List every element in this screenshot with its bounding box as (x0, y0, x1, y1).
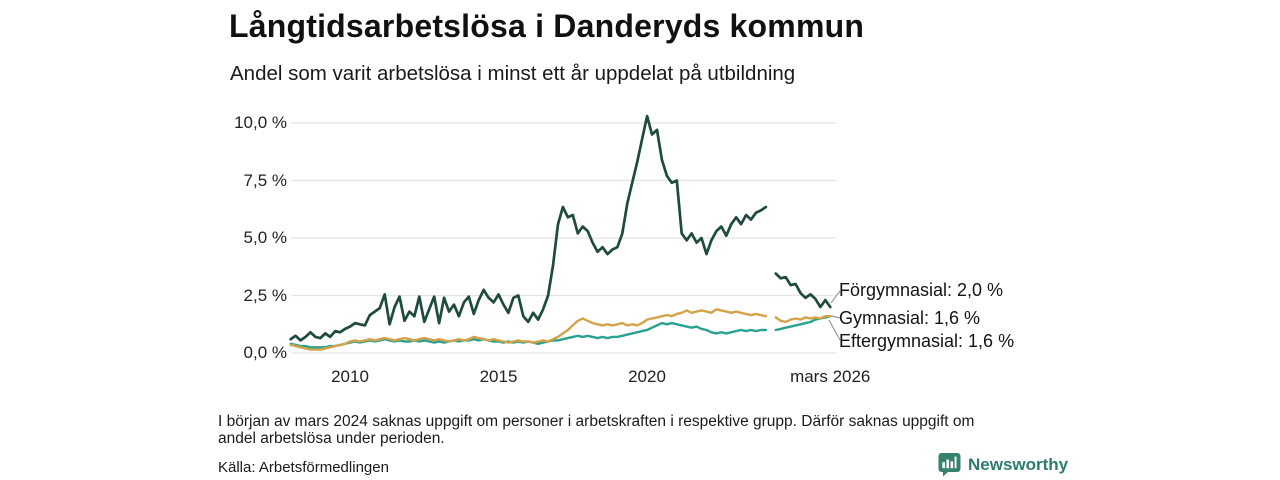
x-tick-label: 2020 (628, 367, 666, 386)
y-tick-label: 10,0 % (234, 113, 287, 132)
newsworthy-brand[interactable]: Newsworthy (938, 453, 1068, 477)
x-tick-label: 2010 (331, 367, 369, 386)
x-tick-label: 2015 (479, 367, 518, 386)
gridlines (291, 122, 836, 354)
label-leader-lines (828, 290, 841, 341)
footnote-line-1: I början av mars 2024 saknas uppgift om … (218, 413, 975, 430)
y-tick-label: 7,5 % (243, 170, 287, 190)
series-end-label-gymnasial: Gymnasial: 1,6 % (839, 308, 981, 328)
series-end-label-forgymnasial: Förgymnasial: 2,0 % (839, 280, 1004, 300)
y-tick-label: 5,0 % (243, 228, 287, 247)
leader-line-gymnasial (831, 315, 841, 319)
series-line-eftergymnasial (289, 315, 832, 349)
leader-line-forgymnasial (830, 290, 841, 304)
footnote-line-2: andel arbetslösa under perioden. (218, 430, 445, 447)
series-line-gymnasial (289, 308, 832, 351)
series-line-forgymnasial (289, 114, 832, 342)
series-end-label-eftergymnasial: Eftergymnasial: 1,6 % (839, 331, 1015, 351)
y-tick-label: 0,0 % (243, 343, 287, 362)
series-lines (289, 114, 832, 351)
leader-line-eftergymnasial (828, 319, 841, 341)
chart-subtitle: Andel som varit arbetslösa i minst ett å… (230, 62, 796, 85)
source-credit: Källa: Arbetsförmedlingen (218, 459, 389, 476)
y-tick-label: 2,5 % (243, 285, 287, 305)
chart-title: Långtidsarbetslösa i Danderyds kommun (229, 8, 865, 44)
newsworthy-logo-icon (938, 453, 961, 477)
newsworthy-brand-name: Newsworthy (968, 455, 1069, 474)
x-tick-label: mars 2026 (790, 367, 871, 386)
